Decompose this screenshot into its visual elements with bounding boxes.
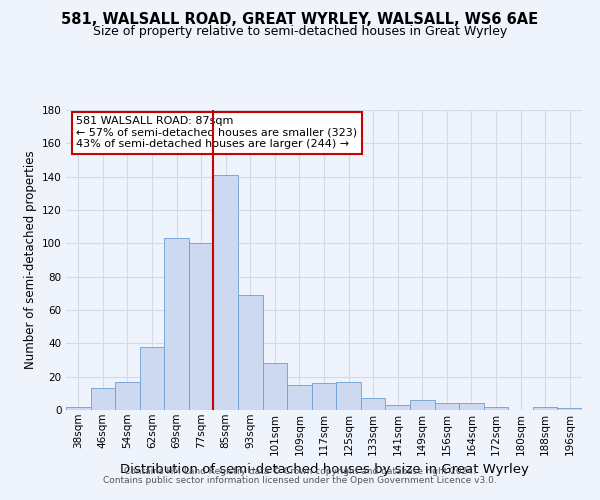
Bar	[410, 400, 434, 410]
Bar	[533, 406, 557, 410]
Bar	[312, 384, 336, 410]
Y-axis label: Number of semi-detached properties: Number of semi-detached properties	[23, 150, 37, 370]
Bar	[214, 175, 238, 410]
Bar	[238, 295, 263, 410]
Text: 581, WALSALL ROAD, GREAT WYRLEY, WALSALL, WS6 6AE: 581, WALSALL ROAD, GREAT WYRLEY, WALSALL…	[61, 12, 539, 28]
Bar	[164, 238, 189, 410]
Bar	[557, 408, 582, 410]
Bar	[263, 364, 287, 410]
Text: Contains HM Land Registry data © Crown copyright and database right 2024.: Contains HM Land Registry data © Crown c…	[124, 467, 476, 476]
Bar	[66, 406, 91, 410]
Bar	[91, 388, 115, 410]
Bar	[459, 404, 484, 410]
X-axis label: Distribution of semi-detached houses by size in Great Wyrley: Distribution of semi-detached houses by …	[119, 463, 529, 476]
Bar	[484, 406, 508, 410]
Text: 581 WALSALL ROAD: 87sqm
← 57% of semi-detached houses are smaller (323)
43% of s: 581 WALSALL ROAD: 87sqm ← 57% of semi-de…	[76, 116, 358, 149]
Bar	[385, 405, 410, 410]
Bar	[140, 346, 164, 410]
Bar	[287, 385, 312, 410]
Bar	[189, 244, 214, 410]
Bar	[434, 404, 459, 410]
Text: Contains public sector information licensed under the Open Government Licence v3: Contains public sector information licen…	[103, 476, 497, 485]
Bar	[115, 382, 140, 410]
Bar	[361, 398, 385, 410]
Bar	[336, 382, 361, 410]
Text: Size of property relative to semi-detached houses in Great Wyrley: Size of property relative to semi-detach…	[93, 25, 507, 38]
